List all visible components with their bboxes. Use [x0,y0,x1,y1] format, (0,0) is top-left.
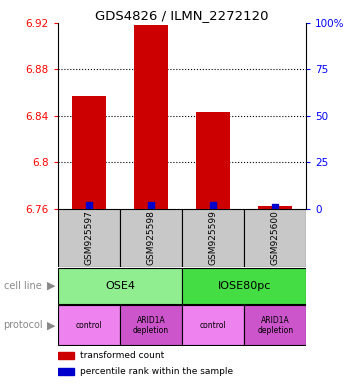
Text: GSM925598: GSM925598 [146,210,155,265]
Text: transformed count: transformed count [80,351,164,360]
Bar [182,209,244,267]
Text: cell line: cell line [4,281,41,291]
Bar [258,207,292,209]
Text: control: control [200,321,226,330]
Text: OSE4: OSE4 [105,281,135,291]
Bar [58,352,74,359]
Title: GDS4826 / ILMN_2272120: GDS4826 / ILMN_2272120 [95,9,269,22]
Text: ▶: ▶ [47,281,56,291]
Text: GSM925600: GSM925600 [271,210,280,265]
Bar [182,268,306,304]
Bar [58,209,120,267]
Bar [244,209,306,267]
Bar [244,305,306,346]
Bar [196,113,230,209]
Bar [134,25,168,209]
Text: percentile rank within the sample: percentile rank within the sample [80,367,233,376]
Text: ARID1A
depletion: ARID1A depletion [257,316,293,335]
Point [210,202,216,208]
Text: control: control [76,321,102,330]
Bar [58,305,120,346]
Bar [72,96,106,209]
Point [148,202,154,208]
Text: GSM925599: GSM925599 [209,210,218,265]
Bar [182,305,244,346]
Bar [120,305,182,346]
Text: ARID1A
depletion: ARID1A depletion [133,316,169,335]
Text: GSM925597: GSM925597 [84,210,93,265]
Text: ▶: ▶ [47,320,56,330]
Point [86,202,92,208]
Text: protocol: protocol [4,320,43,330]
Bar [58,368,74,375]
Bar [120,209,182,267]
Bar [58,268,182,304]
Text: IOSE80pc: IOSE80pc [217,281,271,291]
Point [272,204,278,210]
